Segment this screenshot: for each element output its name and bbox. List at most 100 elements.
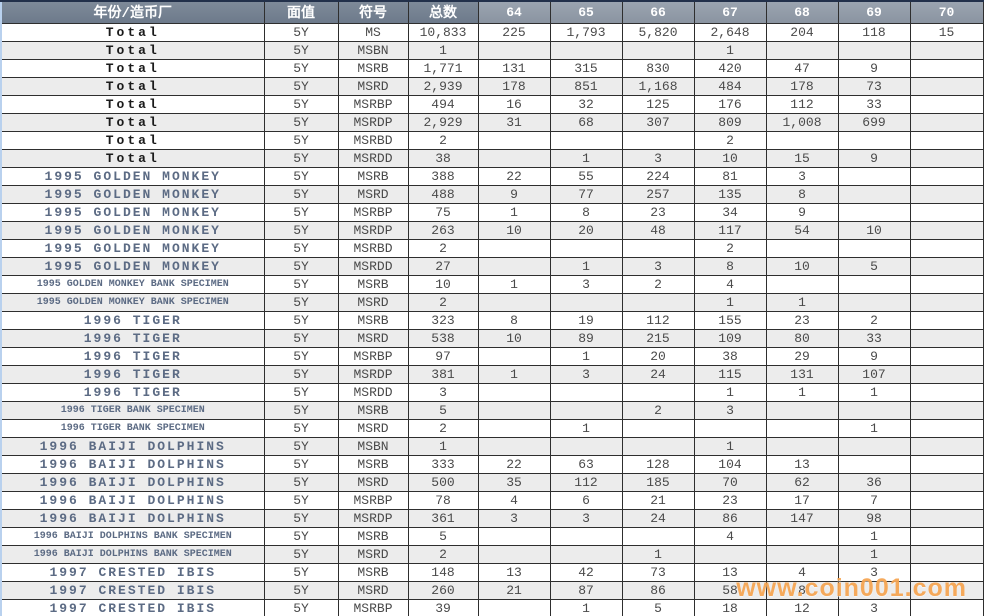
cell-grade-69 xyxy=(837,130,911,150)
cell-grade-66: 3 xyxy=(621,148,695,168)
table-row: 1996 BAIJI DOLPHINS 5Y MSRDP 361 3 3 24 86 147 98 xyxy=(0,508,984,528)
cell-grade-65: 20 xyxy=(549,220,623,240)
cell-year-mint: 1995 GOLDEN MONKEY xyxy=(0,220,265,240)
cell-grade-64 xyxy=(477,526,551,546)
cell-grade-65: 3 xyxy=(549,274,623,294)
cell-grade-69: 1 xyxy=(837,544,911,564)
cell-grade-67: 109 xyxy=(693,328,767,348)
cell-symbol: MSRDP xyxy=(337,220,409,240)
cell-grade-66: 48 xyxy=(621,220,695,240)
cell-year-mint: 1996 BAIJI DOLPHINS BANK SPECIMEN xyxy=(0,544,265,564)
cell-symbol: MSRBP xyxy=(337,202,409,222)
cell-total: 1,771 xyxy=(407,58,479,78)
cell-grade-67: 10 xyxy=(693,148,767,168)
table-row: Total 5Y MSBN 1 1 xyxy=(0,40,984,60)
cell-total: 38 xyxy=(407,148,479,168)
cell-grade-64: 31 xyxy=(477,112,551,132)
cell-grade-69: 7 xyxy=(837,490,911,510)
cell-grade-67: 58 xyxy=(693,580,767,600)
cell-grade-66: 257 xyxy=(621,184,695,204)
cell-grade-65 xyxy=(549,238,623,258)
table-row: 1996 TIGER 5Y MSRD 538 10 89 215 109 80 33 xyxy=(0,328,984,348)
table-row: 1995 GOLDEN MONKEY 5Y MSRDD 27 1 3 8 10 5 xyxy=(0,256,984,276)
cell-grade-66: 24 xyxy=(621,364,695,384)
cell-grade-68: 54 xyxy=(765,220,839,240)
cell-grade-70 xyxy=(909,526,984,546)
cell-grade-66: 5 xyxy=(621,598,695,616)
cell-grade-68: 1 xyxy=(765,382,839,402)
cell-grade-69 xyxy=(837,580,911,600)
table-row: 1995 GOLDEN MONKEY 5Y MSRBD 2 2 xyxy=(0,238,984,258)
cell-grade-65: 1,793 xyxy=(549,22,623,42)
cell-grade-70 xyxy=(909,364,984,384)
cell-grade-65: 63 xyxy=(549,454,623,474)
cell-total: 148 xyxy=(407,562,479,582)
cell-grade-67: 86 xyxy=(693,508,767,528)
table-row: 1996 BAIJI DOLPHINS 5Y MSBN 1 1 xyxy=(0,436,984,456)
cell-denomination: 5Y xyxy=(263,472,339,492)
cell-grade-65: 1 xyxy=(549,346,623,366)
cell-symbol: MSBN xyxy=(337,436,409,456)
table-row: 1996 BAIJI DOLPHINS BANK SPECIMEN 5Y MSRD 2… xyxy=(0,544,984,564)
cell-total: 75 xyxy=(407,202,479,222)
cell-grade-64: 21 xyxy=(477,580,551,600)
cell-grade-64 xyxy=(477,400,551,420)
col-header-symbol: 符号 xyxy=(337,0,409,24)
col-header-68: 68 xyxy=(765,0,839,24)
cell-grade-68: 8 xyxy=(765,184,839,204)
cell-grade-64: 8 xyxy=(477,310,551,330)
cell-symbol: MS xyxy=(337,22,409,42)
cell-year-mint: 1996 BAIJI DOLPHINS xyxy=(0,436,265,456)
cell-year-mint: Total xyxy=(0,130,265,150)
cell-symbol: MSRBP xyxy=(337,94,409,114)
cell-grade-68: 17 xyxy=(765,490,839,510)
cell-denomination: 5Y xyxy=(263,94,339,114)
cell-grade-64: 131 xyxy=(477,58,551,78)
cell-total: 361 xyxy=(407,508,479,528)
cell-year-mint: Total xyxy=(0,112,265,132)
cell-grade-69: 3 xyxy=(837,562,911,582)
cell-year-mint: 1995 GOLDEN MONKEY xyxy=(0,184,265,204)
cell-grade-68 xyxy=(765,436,839,456)
cell-denomination: 5Y xyxy=(263,274,339,294)
cell-grade-66: 128 xyxy=(621,454,695,474)
cell-year-mint: Total xyxy=(0,22,265,42)
cell-denomination: 5Y xyxy=(263,256,339,276)
cell-grade-68: 178 xyxy=(765,76,839,96)
cell-denomination: 5Y xyxy=(263,544,339,564)
col-header-65: 65 xyxy=(549,0,623,24)
cell-grade-70 xyxy=(909,94,984,114)
cell-grade-64: 178 xyxy=(477,76,551,96)
cell-grade-70 xyxy=(909,184,984,204)
cell-year-mint: Total xyxy=(0,40,265,60)
cell-denomination: 5Y xyxy=(263,454,339,474)
table-row: 1996 BAIJI DOLPHINS 5Y MSRB 333 22 63 128 104 13 xyxy=(0,454,984,474)
cell-total: 2 xyxy=(407,130,479,150)
cell-grade-70 xyxy=(909,508,984,528)
cell-grade-67: 4 xyxy=(693,274,767,294)
cell-grade-65: 3 xyxy=(549,364,623,384)
cell-denomination: 5Y xyxy=(263,310,339,330)
cell-grade-66: 2 xyxy=(621,274,695,294)
cell-grade-65: 1 xyxy=(549,598,623,616)
cell-total: 10,833 xyxy=(407,22,479,42)
cell-symbol: MSRD xyxy=(337,328,409,348)
cell-symbol: MSRDP xyxy=(337,508,409,528)
cell-grade-66: 5,820 xyxy=(621,22,695,42)
cell-grade-70 xyxy=(909,436,984,456)
header-row: 年份/造币厂 面值 符号 总数 64 65 66 67 68 69 70 xyxy=(0,0,984,24)
cell-grade-67: 117 xyxy=(693,220,767,240)
cell-year-mint: 1996 BAIJI DOLPHINS BANK SPECIMEN xyxy=(0,526,265,546)
cell-grade-65: 87 xyxy=(549,580,623,600)
cell-grade-70 xyxy=(909,76,984,96)
cell-grade-67: 2 xyxy=(693,130,767,150)
cell-grade-64 xyxy=(477,346,551,366)
cell-grade-64: 35 xyxy=(477,472,551,492)
cell-denomination: 5Y xyxy=(263,490,339,510)
cell-grade-68: 1,008 xyxy=(765,112,839,132)
cell-total: 538 xyxy=(407,328,479,348)
cell-year-mint: 1996 TIGER BANK SPECIMEN xyxy=(0,418,265,438)
cell-grade-65: 77 xyxy=(549,184,623,204)
cell-denomination: 5Y xyxy=(263,220,339,240)
